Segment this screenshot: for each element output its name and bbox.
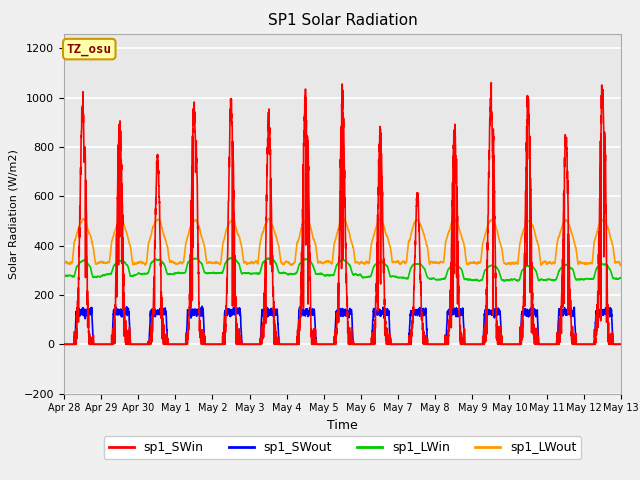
Title: SP1 Solar Radiation: SP1 Solar Radiation bbox=[268, 13, 417, 28]
Legend: sp1_SWin, sp1_SWout, sp1_LWin, sp1_LWout: sp1_SWin, sp1_SWout, sp1_LWin, sp1_LWout bbox=[104, 436, 581, 459]
Y-axis label: Solar Radiation (W/m2): Solar Radiation (W/m2) bbox=[8, 149, 18, 278]
Text: TZ_osu: TZ_osu bbox=[67, 43, 112, 56]
X-axis label: Time: Time bbox=[327, 419, 358, 432]
